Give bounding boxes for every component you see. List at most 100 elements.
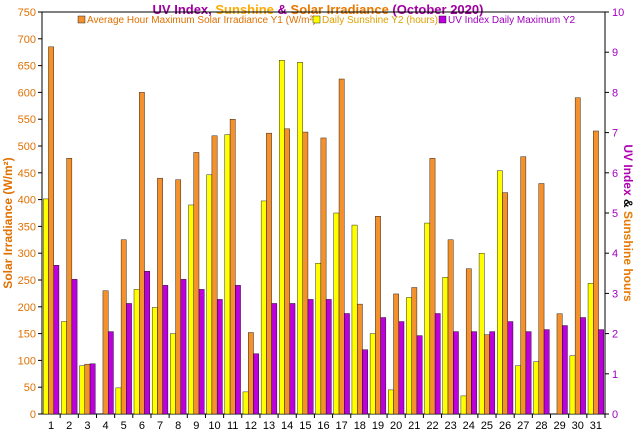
sunshine-bar	[587, 283, 594, 415]
uv-bar	[53, 265, 60, 415]
y-right-tick-label: 0	[612, 409, 618, 421]
sunshine-bar	[115, 387, 122, 415]
x-tick-label: 2	[66, 420, 72, 432]
y-right-tick-label: 9	[612, 47, 618, 59]
y-left-tick-label: 600	[18, 87, 36, 99]
y-left-tick-label: 50	[24, 382, 36, 394]
sunshine-bar	[569, 355, 576, 415]
x-tick-label: 8	[175, 420, 181, 432]
x-tick-label: 29	[553, 420, 565, 432]
uv-bar	[525, 331, 532, 415]
x-tick-label: 13	[263, 420, 275, 432]
y-left-tick-label: 700	[18, 34, 36, 46]
x-tick-label: 10	[208, 420, 220, 432]
irradiance-bar	[284, 128, 290, 415]
irradiance-bar	[538, 183, 545, 415]
irradiance-bar	[447, 239, 454, 415]
chart-title-part: UV Index	[153, 2, 209, 17]
y-axis-right-label: UV Index & Sunshine hours	[621, 144, 635, 302]
y-left-tick-label: 300	[18, 248, 36, 260]
uv-bar	[543, 329, 550, 415]
x-tick-label: 22	[426, 420, 438, 432]
x-tick-label: 21	[408, 420, 420, 432]
x-tick-label: 7	[157, 420, 163, 432]
y-right-label-part: UV Index	[621, 144, 635, 196]
irradiance-bar	[520, 156, 527, 415]
x-tick-label: 1	[48, 420, 54, 432]
irradiance-bar	[375, 216, 381, 415]
sunshine-bar	[424, 222, 431, 415]
uv-bar	[325, 299, 332, 415]
sunshine-bar	[497, 170, 503, 415]
irradiance-bar	[465, 268, 472, 415]
y-left-tick-label: 250	[18, 275, 36, 287]
x-tick-label: 6	[139, 420, 145, 432]
x-tick-label: 20	[390, 420, 402, 432]
x-tick-label: 18	[354, 420, 366, 432]
x-tick-label: 17	[336, 420, 348, 432]
y-axis-left: 0 50 100 150 200 250 300 350 400 450 500 550 600 650 7…	[18, 7, 42, 421]
sunshine-bar	[206, 174, 213, 415]
chart-title-part: &	[274, 2, 291, 17]
sunshine-bar	[170, 333, 176, 415]
legend: Average Hour Maximum Solar Irradiance Y1…	[77, 15, 576, 26]
irradiance-bar	[484, 334, 490, 415]
x-tick-label: 3	[84, 420, 90, 432]
y-left-tick-label: 350	[18, 221, 36, 233]
irradiance-bar	[175, 179, 182, 415]
uv-bar	[107, 331, 114, 415]
x-tick-label: 4	[102, 420, 108, 432]
y-right-tick-label: 7	[612, 128, 618, 140]
chart-title-part: ,	[208, 2, 215, 17]
uv-bar	[235, 285, 241, 415]
x-tick-label: 23	[445, 420, 457, 432]
y-right-tick-label: 4	[612, 248, 618, 260]
uv-bar	[162, 285, 169, 415]
y-axis-right: 0 1 2 3 4 5 6 7 8 9 10	[605, 7, 624, 421]
x-tick-label: 14	[281, 420, 293, 432]
y-left-tick-label: 650	[18, 61, 36, 73]
sunshine-bar	[133, 289, 140, 415]
legend-swatch	[77, 15, 86, 24]
sunshine-bar	[279, 60, 285, 415]
uv-bar	[198, 289, 205, 415]
uv-bar	[271, 303, 278, 415]
y-right-tick-label: 2	[612, 329, 618, 341]
x-tick-label: 24	[463, 420, 475, 432]
irradiance-bar	[157, 177, 163, 415]
x-tick-label: 27	[517, 420, 529, 432]
irradiance-bar	[574, 97, 581, 415]
y-right-label-part: &	[621, 196, 635, 211]
sunshine-bar	[442, 277, 449, 415]
y-right-tick-label: 6	[612, 168, 618, 180]
y-left-tick-label: 200	[18, 302, 36, 314]
y-left-tick-label: 400	[18, 195, 36, 207]
x-tick-label: 25	[481, 420, 493, 432]
y-left-tick-label: 450	[18, 168, 36, 180]
x-tick-label: 11	[227, 420, 238, 432]
x-tick-label: 12	[245, 420, 257, 432]
sunshine-bar	[533, 361, 539, 415]
uv-bar	[144, 271, 150, 415]
irradiance-bar	[320, 137, 327, 415]
irradiance-bar	[266, 132, 272, 415]
chart-title-part: Sunshine	[215, 2, 274, 17]
sunshine-bar	[224, 134, 231, 415]
irradiance-bar	[502, 192, 508, 415]
uv-bar	[380, 317, 387, 415]
irradiance-bar	[193, 152, 200, 415]
x-tick-label: 16	[317, 420, 329, 432]
irradiance-bar	[338, 78, 345, 415]
irradiance-bar	[48, 46, 54, 415]
sunshine-bar	[515, 365, 521, 415]
uv-bar	[180, 279, 187, 415]
y-left-tick-label: 750	[18, 7, 36, 19]
y-axis-left-label: Solar Irradiance (W/m²)	[1, 157, 15, 288]
uv-bar	[507, 321, 514, 415]
uv-bar	[562, 325, 568, 415]
x-tick-label: 19	[372, 420, 384, 432]
uv-bar	[398, 321, 405, 415]
x-axis: 1 2 3 4 5 6 7 8 9 10 11 12 13 14 15 16 17 18 19 20 21 22 23 24 2…	[48, 414, 606, 432]
legend-label: Daily Sunshine Y2 (hours)	[322, 15, 438, 26]
irradiance-bar	[229, 118, 236, 415]
